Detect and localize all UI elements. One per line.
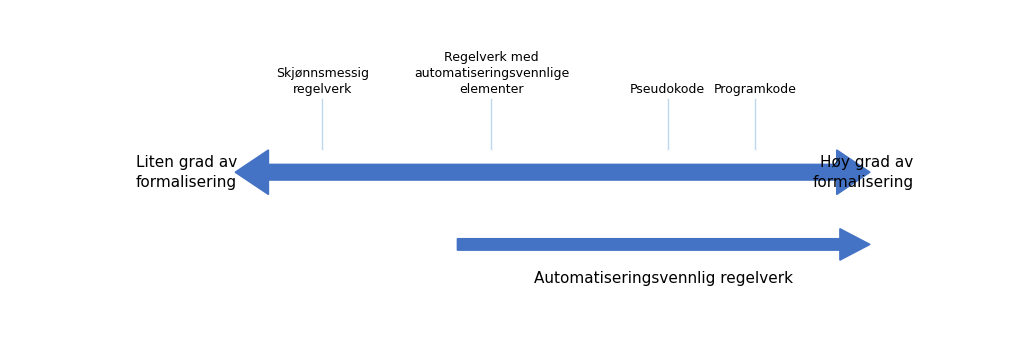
Text: Høy grad av
formalisering: Høy grad av formalisering (812, 155, 913, 190)
Polygon shape (236, 150, 870, 194)
Text: Automatiseringsvennlig regelverk: Automatiseringsvennlig regelverk (535, 271, 794, 286)
Text: Liten grad av
formalisering: Liten grad av formalisering (136, 155, 238, 190)
Polygon shape (458, 229, 870, 260)
Text: Regelverk med
automatiseringsvennlige
elementer: Regelverk med automatiseringsvennlige el… (414, 51, 569, 96)
Text: Pseudokode: Pseudokode (630, 83, 706, 96)
Text: Skjønnsmessig
regelverk: Skjønnsmessig regelverk (275, 67, 369, 96)
Text: Programkode: Programkode (714, 83, 797, 96)
